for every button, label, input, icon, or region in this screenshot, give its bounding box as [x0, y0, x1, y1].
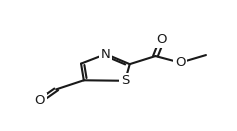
Text: O: O — [34, 94, 45, 107]
Text: O: O — [157, 33, 167, 46]
Text: O: O — [175, 56, 186, 69]
Text: N: N — [101, 48, 111, 61]
Text: S: S — [121, 74, 129, 87]
